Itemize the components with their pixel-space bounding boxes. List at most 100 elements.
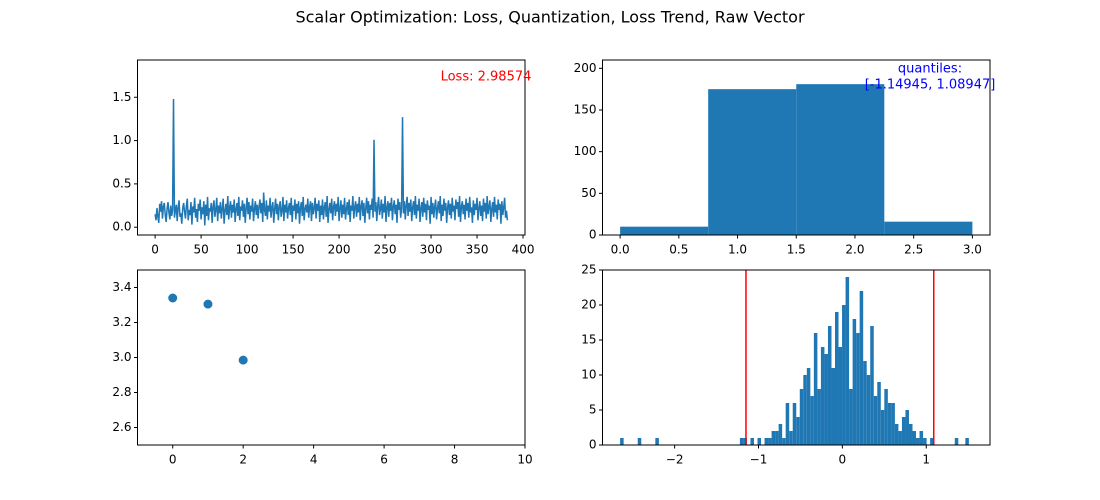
y-tick-label: 20: [581, 298, 596, 312]
hist-bar: [898, 431, 902, 445]
hist-bar: [835, 312, 839, 445]
x-tick-label: 150: [282, 243, 305, 257]
hist-bar: [856, 333, 860, 445]
hist-bar: [859, 291, 864, 445]
y-tick-label: 25: [581, 263, 596, 277]
x-tick-label: 0: [151, 243, 159, 257]
x-tick-label: 8: [451, 453, 459, 467]
x-tick-label: 1.0: [728, 243, 747, 257]
hist-bar: [884, 389, 888, 445]
hist-bar: [831, 368, 835, 445]
x-tick-label: 10: [517, 453, 532, 467]
hist-bar: [849, 389, 853, 445]
hist-bar: [789, 431, 793, 445]
x-tick-label: 250: [374, 243, 397, 257]
hist-bar: [852, 319, 857, 445]
hist-bar: [750, 438, 754, 445]
y-tick-label: 10: [581, 368, 596, 382]
plot-area: [154, 98, 509, 226]
annotation: quantiles:: [898, 62, 962, 77]
hist-bar: [870, 326, 874, 445]
hist-bar: [785, 403, 790, 445]
hist-bar: [905, 410, 909, 445]
hist-bar: [919, 431, 924, 445]
x-tick-label: 400: [512, 243, 535, 257]
hist-bar: [894, 424, 899, 445]
x-tick-label: −2: [666, 453, 684, 467]
y-tick-label: 50: [581, 186, 596, 200]
x-tick-label: 4: [310, 453, 318, 467]
plot-area: [620, 270, 969, 445]
y-tick-label: 0.0: [112, 220, 131, 234]
hist-bar: [768, 438, 772, 445]
hist-bar: [620, 438, 624, 445]
hist-bar: [778, 424, 783, 445]
y-tick-label: 5: [589, 403, 597, 417]
hist-bar: [792, 403, 797, 445]
hist-bar: [842, 305, 846, 445]
x-tick-label: 1: [922, 453, 930, 467]
hist-bar: [813, 333, 818, 445]
hist-bar: [771, 431, 776, 445]
hist-bar: [806, 368, 811, 445]
hist-bar: [930, 438, 934, 445]
annotation: [-1.14945, 1.08947]: [865, 78, 996, 93]
annotation: Loss: 2.98574: [441, 70, 532, 85]
hist-bar: [757, 438, 762, 445]
x-tick-label: 1.5: [787, 243, 806, 257]
x-tick-label: 2: [239, 453, 247, 467]
x-tick-label: 200: [328, 243, 351, 257]
hist-bar: [965, 438, 969, 445]
hist-bar: [782, 438, 786, 445]
x-tick-label: 2.5: [904, 243, 923, 257]
hist-bar: [880, 410, 885, 445]
hist-bar: [820, 347, 825, 445]
hist-bar: [845, 277, 850, 445]
y-tick-label: 2.8: [112, 385, 131, 399]
y-tick-label: 0.5: [112, 176, 131, 190]
hist-bar: [796, 84, 885, 235]
x-tick-label: 0.5: [669, 243, 688, 257]
y-tick-label: 0: [589, 228, 597, 242]
hist-bar: [863, 361, 867, 445]
hist-bar: [655, 438, 659, 445]
x-tick-label: 0.0: [611, 243, 630, 257]
y-tick-label: 15: [581, 333, 596, 347]
y-tick-label: 3.2: [112, 315, 131, 329]
hist-bar: [764, 438, 769, 445]
x-tick-label: 350: [466, 243, 489, 257]
hist-bar: [799, 389, 804, 445]
x-tick-label: 2.0: [845, 243, 864, 257]
hist-bar: [803, 375, 807, 445]
figure-title: Scalar Optimization: Loss, Quantization,…: [295, 8, 804, 27]
x-tick-label: 3.0: [963, 243, 982, 257]
y-tick-label: 200: [574, 61, 597, 75]
x-tick-label: 100: [236, 243, 259, 257]
x-tick-label: 50: [193, 243, 208, 257]
plot-area: [620, 84, 973, 235]
y-tick-label: 1.0: [112, 133, 131, 147]
hist-bar: [923, 438, 927, 445]
hist-bar: [620, 226, 709, 235]
hist-bar: [708, 89, 797, 235]
axes-frame: [602, 269, 991, 446]
hist-bar: [912, 431, 917, 445]
hist-bar: [891, 403, 895, 445]
hist-bar: [796, 417, 800, 445]
hist-bar: [873, 396, 878, 445]
hist-bar: [901, 417, 906, 445]
x-tick-label: 0: [169, 453, 177, 467]
hist-bar: [954, 438, 959, 445]
hist-bar: [637, 438, 642, 445]
axes-frame: [137, 269, 526, 446]
y-tick-label: 3.4: [112, 280, 131, 294]
hist-bar: [877, 382, 881, 445]
scatter-point: [203, 299, 213, 309]
hist-bar: [827, 326, 832, 445]
x-tick-label: 6: [380, 453, 388, 467]
y-tick-label: 100: [574, 144, 597, 158]
y-tick-label: 150: [574, 103, 597, 117]
scatter-point: [168, 293, 178, 303]
scatter-point: [238, 355, 248, 365]
hist-bar: [884, 221, 973, 235]
